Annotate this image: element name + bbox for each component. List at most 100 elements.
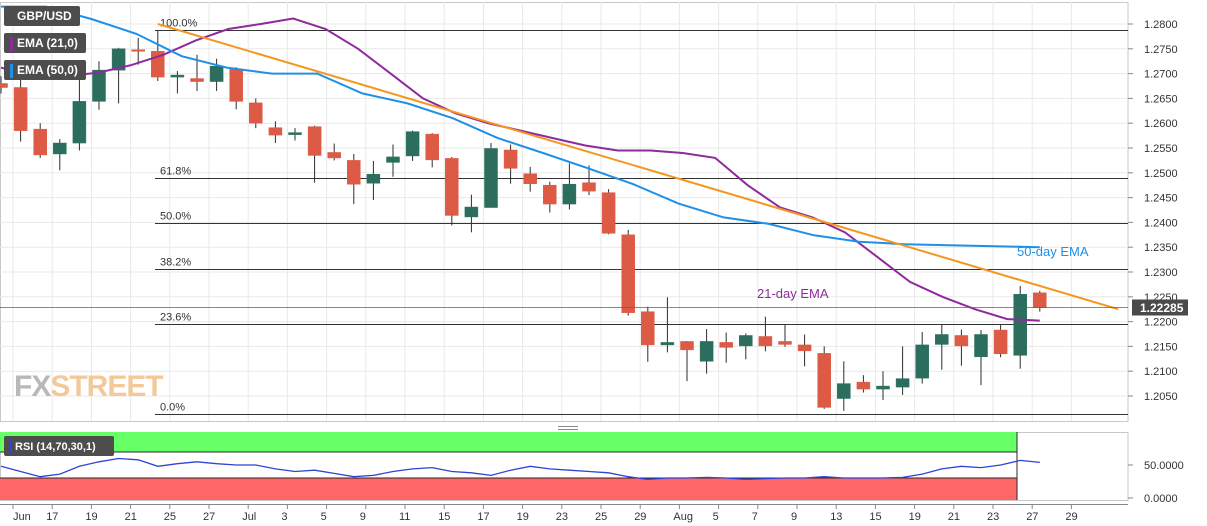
- candle-bear: [503, 149, 518, 169]
- x-tick-label: Jun: [13, 511, 31, 523]
- ema50-line: [1, 5, 1040, 249]
- y-tick-label: 1.2450: [1144, 193, 1178, 205]
- candle-bull: [935, 334, 949, 345]
- candle-bear: [0, 83, 8, 88]
- fib-label: 23.6%: [160, 312, 191, 324]
- rsi-legend-label: RSI (14,70,30,1): [15, 441, 96, 453]
- candle-bull: [209, 65, 224, 82]
- x-tick-label: 27: [1026, 511, 1038, 523]
- y-tick-label: 1.2150: [1144, 341, 1178, 353]
- price-grid: [0, 2, 1129, 422]
- x-tick-label: 29: [634, 511, 646, 523]
- legend-pair-label: GBP/USD: [17, 9, 72, 23]
- current-price-label: 1.22285: [1140, 301, 1184, 315]
- y-tick-label: 1.2750: [1144, 44, 1178, 56]
- candle-bear: [190, 78, 204, 82]
- candle-bull: [53, 142, 67, 155]
- x-tick-label: 9: [360, 511, 366, 523]
- current-price-label-bg: [1132, 299, 1188, 316]
- x-tick-label: 29: [1065, 511, 1077, 523]
- x-tick-label: 19: [517, 511, 529, 523]
- x-tick-label: 23: [987, 511, 999, 523]
- x-tick-label: 15: [438, 511, 450, 523]
- x-tick-label: 19: [85, 511, 97, 523]
- candle-bull: [72, 101, 87, 144]
- candle-bear: [778, 341, 792, 345]
- y-tick-label: 1.2600: [1144, 118, 1178, 130]
- candle-bull: [562, 183, 577, 205]
- candle-bear: [817, 353, 831, 408]
- rsi-legend-box: [4, 436, 114, 456]
- x-tick-label: 15: [869, 511, 881, 523]
- rsi-tick-label: 0.0000: [1144, 493, 1178, 505]
- rsi-tick-label: 50.0000: [1144, 460, 1184, 472]
- rsi-overbought-zone: [0, 432, 1017, 452]
- candle-bear: [621, 234, 635, 313]
- legend-pair[interactable]: GBP/USD: [4, 6, 80, 26]
- x-tick-label: 21: [948, 511, 960, 523]
- y-tick-label: 1.2500: [1144, 168, 1178, 180]
- x-tick-label: 27: [203, 511, 215, 523]
- candle-bull: [699, 341, 714, 362]
- candle-bear: [680, 341, 694, 351]
- legend-ema21-label: EMA (21,0): [17, 36, 78, 50]
- candle-bear: [33, 128, 47, 156]
- ema50-annotation: 50-day EMA: [1017, 244, 1089, 259]
- x-tick-label: 13: [830, 511, 842, 523]
- candle-bull: [1013, 294, 1027, 356]
- y-tick-label: 1.2650: [1144, 93, 1178, 105]
- candle-bull: [405, 131, 420, 157]
- candle-bull: [895, 378, 910, 388]
- ema21-line: [0, 17, 1040, 322]
- candle-bear: [249, 102, 263, 124]
- candle-bear: [1033, 292, 1047, 308]
- y-tick-label: 1.2700: [1144, 69, 1178, 81]
- fib-label: 100.0%: [160, 18, 198, 30]
- candle-bull: [837, 383, 851, 399]
- candle-bear: [993, 329, 1008, 355]
- y-tick-label: 1.2400: [1144, 217, 1178, 229]
- rsi-line: [0, 457, 1040, 480]
- candle-bull: [464, 206, 479, 218]
- logo-street: STREET: [50, 370, 163, 403]
- x-tick-label: 21: [125, 511, 137, 523]
- y-tick-label: 1.2350: [1144, 242, 1178, 254]
- y-tick-label: 1.2300: [1144, 267, 1178, 279]
- candle-bear: [307, 126, 322, 156]
- fib-label: 0.0%: [160, 402, 185, 414]
- y-tick-label: 1.2200: [1144, 317, 1178, 329]
- y-tick-label: 1.2800: [1144, 19, 1178, 31]
- candle-bear: [445, 158, 459, 216]
- candle-bear: [131, 49, 145, 52]
- x-tick-label: Aug: [673, 511, 693, 523]
- x-tick-label: 17: [46, 511, 58, 523]
- candle-bear: [582, 182, 596, 192]
- fib-label: 61.8%: [160, 166, 191, 178]
- candle-bull: [876, 385, 890, 390]
- candle-bull: [386, 156, 400, 163]
- legend-ema21[interactable]: EMA (21,0): [4, 33, 86, 53]
- x-tick-label: Jul: [242, 511, 256, 523]
- rsi-oversold-zone: [0, 478, 1017, 500]
- candle-bear: [543, 184, 557, 205]
- y-tick-label: 1.2550: [1144, 143, 1178, 155]
- candle-bull: [660, 342, 675, 346]
- rsi-legend-swatch: [9, 439, 12, 453]
- candle-bear: [641, 311, 655, 346]
- price-panel-frame: [0, 2, 1129, 422]
- candle-bear: [268, 127, 283, 136]
- candle-bear: [425, 133, 439, 161]
- candle-bull: [974, 334, 988, 358]
- pair-swatch: [10, 9, 13, 24]
- ema21-swatch: [10, 36, 13, 51]
- y-tick-label: 1.2050: [1144, 391, 1178, 403]
- date-axis: Jun 17 19 21 25 27 Jul 3 5 9 11 15 17 19 23 25 29 Aug 5 7 9 1…: [0, 504, 1128, 523]
- price-axis: 1.2800 1.2750 1.2700 1.2650 1.2600 1.2550 1.25…: [1128, 19, 1188, 403]
- candle-bull: [915, 344, 929, 379]
- ema21-annotation: 21-day EMA: [757, 286, 829, 301]
- ema50-swatch: [10, 63, 13, 78]
- legend-ema50[interactable]: EMA (50,0): [4, 60, 86, 80]
- x-tick-label: 19: [909, 511, 921, 523]
- logo-fx: FX: [14, 370, 51, 403]
